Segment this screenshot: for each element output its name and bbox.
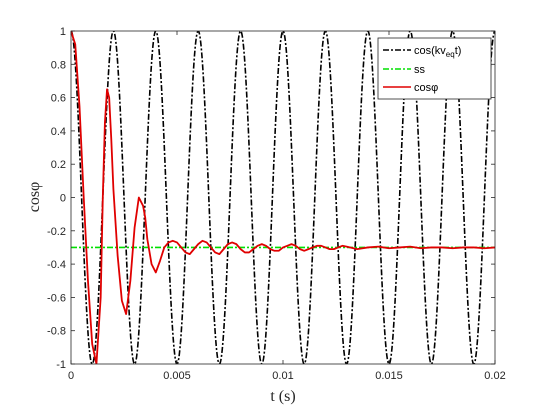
legend-label-cosphi: cosφ — [414, 82, 438, 94]
y-tick-label: 0.4 — [51, 126, 66, 138]
y-tick-label: -0.8 — [47, 326, 66, 338]
series-cos-kv-line — [71, 31, 495, 364]
ticks-layer: 0 0.005 0.01 0.015 0.02 -1 -0.8 -0.6 -0.4 -0.2 0 0.… — [47, 26, 506, 382]
x-tick-label: 0.01 — [272, 370, 293, 382]
x-axis-label: t (s) — [270, 388, 295, 405]
x-tick-label: 0.005 — [163, 370, 191, 382]
x-tick-label: 0.02 — [484, 370, 505, 382]
y-tick-label: 0.2 — [51, 159, 66, 171]
x-tick-label: 0.015 — [375, 370, 403, 382]
series-layer — [71, 31, 495, 364]
y-tick-label: 0.6 — [51, 93, 66, 105]
legend: cos(kveqt) ss cosφ — [377, 37, 492, 100]
legend-label-ss: ss — [414, 64, 426, 76]
x-tick-label: 0 — [68, 370, 74, 382]
y-axis-label: cosφ — [26, 182, 43, 213]
y-tick-label: -0.4 — [47, 259, 66, 271]
legend-label-cos-kv: cos(kveqt) — [414, 45, 461, 59]
y-tick-label: 0.8 — [51, 59, 66, 71]
y-tick-label: -1 — [56, 359, 66, 371]
series-cosphi-line — [71, 31, 495, 364]
y-tick-label: -0.2 — [47, 226, 66, 238]
y-tick-label: 1 — [60, 26, 66, 38]
y-tick-label: 0 — [60, 193, 66, 205]
y-tick-label: -0.6 — [47, 292, 66, 304]
